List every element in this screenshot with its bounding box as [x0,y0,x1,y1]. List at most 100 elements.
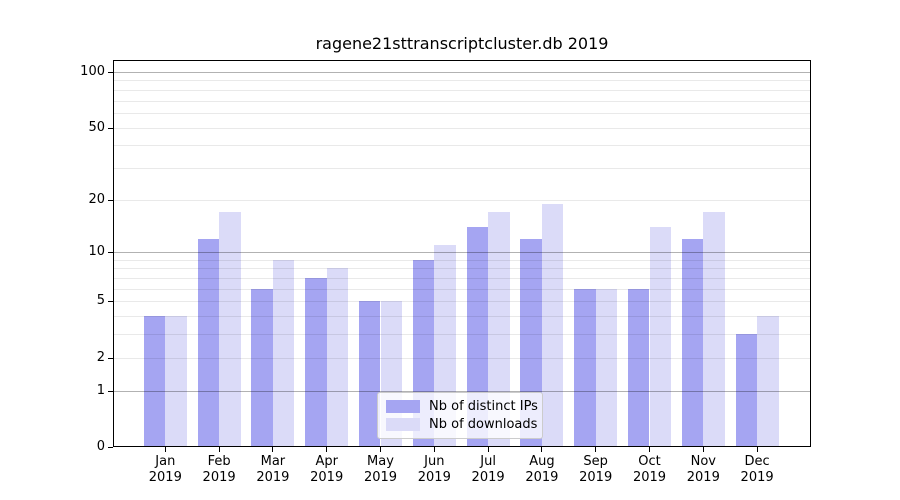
gridline-minor-20 [113,199,811,201]
gridline-minor-5 [113,301,811,303]
y-tick-mark-50 [108,127,113,129]
x-tick-mark-sep [595,447,597,452]
x-tick-month: May [367,454,394,469]
x-tick-label-jul: Jul 2019 [460,454,516,486]
bar-downloads-dec [757,316,779,447]
y-tick-label-10: 10 [88,244,105,260]
bar-downloads-sep [595,288,618,447]
x-tick-month: Nov [690,454,716,469]
x-tick-label-oct: Oct 2019 [622,454,678,486]
bar-downloads-jul [488,212,510,447]
bar-downloads-mar [272,259,295,447]
x-tick-year: 2019 [686,470,720,485]
y-tick-label-2: 2 [96,349,105,365]
x-tick-year: 2019 [202,470,236,485]
legend-label-downloads: Nb of downloads [429,416,538,432]
gridline-major-10 [113,252,811,254]
bar-downloads-apr [326,268,349,447]
y-tick-mark-100 [108,72,113,73]
legend-label-distinct-ips: Nb of distinct IPs [429,399,538,415]
bar-downloads-jan [165,316,187,447]
x-tick-month: Aug [529,454,555,469]
gridline-minor-8 [113,268,811,270]
x-tick-month: Feb [207,454,231,469]
bar-distinct-ips-nov [681,238,704,447]
x-tick-year: 2019 [363,470,398,485]
y-tick-mark-20 [108,199,113,201]
gridline-minor-70 [113,100,811,102]
x-tick-year: 2019 [256,470,290,485]
x-tick-month: Sep [583,454,608,469]
bar-downloads-feb [219,212,241,447]
bar-distinct-ips-dec [735,334,758,447]
x-tick-month: Mar [260,454,286,469]
gridline-minor-9 [113,259,811,261]
x-tick-mark-apr [326,447,328,452]
bar-distinct-ips-sep [574,288,596,447]
x-tick-label-jan: Jan 2019 [137,454,193,486]
y-tick-mark-1 [108,390,113,392]
y-tick-label-0: 0 [96,439,105,454]
x-tick-label-jun: Jun 2019 [406,454,462,486]
bar-downloads-nov [703,212,725,447]
x-tick-label-feb: Feb 2019 [191,454,247,486]
x-tick-month: Jan [155,454,176,469]
x-tick-year: 2019 [148,470,182,485]
x-tick-month: Jul [480,454,496,469]
x-tick-label-may: May 2019 [353,454,409,486]
x-tick-mark-oct [649,447,650,452]
x-tick-mark-dec [756,447,758,452]
y-tick-label-20: 20 [88,191,105,207]
y-tick-label-1: 1 [96,382,105,398]
gridline-minor-3 [113,334,811,336]
x-tick-year: 2019 [632,470,667,485]
legend-item-downloads: Nb of downloads [386,416,538,432]
x-tick-month: Dec [744,454,770,469]
y-tick-label-100: 100 [80,64,105,79]
y-tick-label-5: 5 [96,293,105,309]
x-tick-year: 2019 [417,470,451,485]
gridline-minor-60 [113,112,811,114]
legend-swatch-distinct-ips [386,400,420,414]
gridline-minor-50 [113,127,811,129]
gridline-minor-7 [113,278,811,279]
bar-downloads-aug [541,203,564,447]
gridline-minor-2 [113,357,811,359]
bar-distinct-ips-feb [197,238,220,447]
bar-distinct-ips-mar [251,288,273,447]
y-tick-mark-2 [108,357,113,359]
y-tick-label-50: 50 [88,119,105,135]
x-tick-label-aug: Aug 2019 [514,454,570,486]
x-tick-label-sep: Sep 2019 [568,454,624,486]
bar-distinct-ips-jan [143,316,166,447]
x-tick-label-apr: Apr 2019 [299,454,355,486]
x-tick-mark-feb [218,447,220,452]
bar-distinct-ips-oct [627,288,650,447]
legend-swatch-downloads [386,417,420,431]
gridline-minor-6 [113,288,811,290]
x-tick-year: 2019 [740,470,774,485]
x-tick-month: Oct [638,454,661,469]
gridline-minor-80 [113,89,811,91]
gridline-minor-90 [113,80,811,82]
gridline-major-1 [113,390,811,392]
x-tick-year: 2019 [471,470,505,485]
x-tick-mark-mar [272,447,274,452]
x-tick-label-dec: Dec 2019 [729,454,785,486]
x-tick-month: Jun [424,454,445,469]
x-tick-mark-aug [541,447,543,452]
bar-distinct-ips-apr [305,278,327,447]
legend-item-distinct-ips: Nb of distinct IPs [386,399,538,414]
y-tick-mark-10 [108,252,113,254]
x-tick-year: 2019 [310,470,344,485]
bar-distinct-ips-may [358,301,381,447]
chart-title: ragene21sttranscriptcluster.db 2019 [315,34,609,53]
gridline-minor-30 [113,167,811,169]
gridline-minor-40 [113,145,811,147]
x-tick-label-mar: Mar 2019 [245,454,301,486]
x-tick-mark-jul [487,447,489,452]
gridline-minor-4 [113,316,811,318]
y-tick-mark-0 [108,447,113,448]
bar-downloads-oct [649,226,672,447]
